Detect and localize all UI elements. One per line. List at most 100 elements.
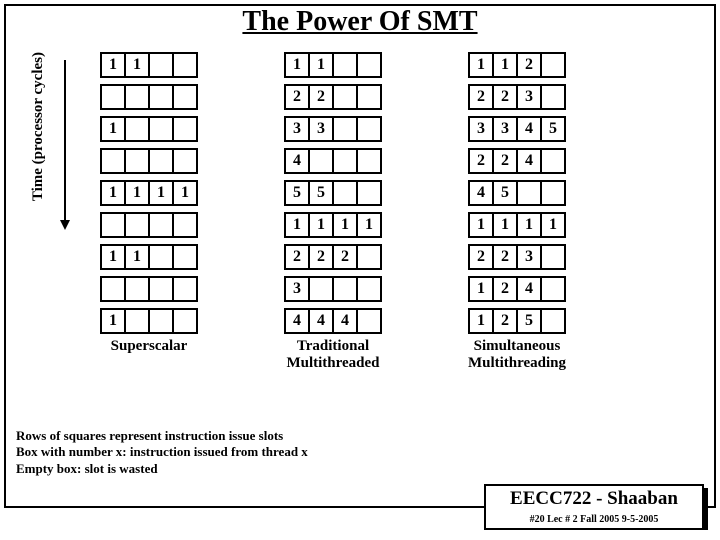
issue-slot-cell [172,52,198,78]
issue-slot-cell: 1 [468,212,494,238]
issue-slot-cell [308,276,334,302]
issue-slot-cell: 1 [100,244,126,270]
issue-slot-cell: 2 [284,84,310,110]
issue-slot-cell [124,84,150,110]
issue-slot-cell: 1 [516,212,542,238]
issue-slot-cell: 1 [356,212,382,238]
issue-slot-cell [124,276,150,302]
issue-slot-cell [540,52,566,78]
issue-slot-cell: 1 [492,52,518,78]
issue-slot-cell [540,308,566,334]
table-row: 4 [284,148,412,174]
issue-slot-cell: 5 [540,116,566,142]
issue-slot-cell: 1 [308,212,334,238]
issue-slot-cell [356,276,382,302]
note-line: Empty box: slot is wasted [16,461,308,477]
table-row: 22 [284,84,412,110]
issue-slot-cell: 4 [468,180,494,206]
issue-slot-cell: 1 [468,276,494,302]
table-row: 112 [468,52,596,78]
issue-slot-cell: 2 [492,84,518,110]
grid-column: 1122233345224451111223124125Simultaneous… [468,52,596,372]
issue-slot-cell [148,276,174,302]
issue-slot-cell [332,180,358,206]
table-row: 11 [100,52,228,78]
issue-slot-grid: 11223345511112223444 [284,52,412,334]
table-row [100,84,228,110]
issue-slot-cell: 4 [284,308,310,334]
issue-slot-grid: 1122233345224451111223124125 [468,52,596,334]
issue-slot-cell: 1 [172,180,198,206]
issue-slot-cell: 5 [308,180,334,206]
note-line: Box with number x: instruction issued fr… [16,444,308,460]
issue-slot-cell [124,308,150,334]
issue-slot-cell [356,148,382,174]
note-line: Rows of squares represent instruction is… [16,428,308,444]
issue-slot-cell [308,148,334,174]
issue-slot-cell [100,212,126,238]
issue-slot-cell: 4 [516,276,542,302]
issue-slot-cell [124,116,150,142]
table-row [100,276,228,302]
issue-slot-cell [356,180,382,206]
y-axis-arrow [60,220,70,230]
issue-slot-cell [516,180,542,206]
issue-slot-cell [172,308,198,334]
issue-slot-cell [356,84,382,110]
issue-slot-cell [540,148,566,174]
issue-slot-cell [540,84,566,110]
issue-slot-cell: 1 [468,52,494,78]
issue-slot-cell: 4 [284,148,310,174]
issue-slot-cell: 5 [284,180,310,206]
issue-slot-cell [172,148,198,174]
issue-slot-cell: 2 [492,244,518,270]
issue-slot-cell [148,244,174,270]
issue-slot-cell: 2 [516,52,542,78]
y-axis-line [64,60,66,222]
issue-slot-cell: 3 [516,244,542,270]
issue-slot-cell [148,52,174,78]
issue-slot-cell [148,116,174,142]
table-row: 3 [284,276,412,302]
issue-slot-cell: 1 [124,244,150,270]
table-row: 11 [284,52,412,78]
table-row: 1 [100,308,228,334]
table-row [100,212,228,238]
issue-slot-cell [148,308,174,334]
issue-slot-cell [540,244,566,270]
table-row: 55 [284,180,412,206]
issue-slot-cell: 3 [284,116,310,142]
issue-slot-cell [356,308,382,334]
table-row: 1 [100,116,228,142]
issue-slot-cell [124,212,150,238]
issue-slot-cell [148,84,174,110]
issue-slot-cell [332,276,358,302]
issue-slot-cell: 2 [492,308,518,334]
issue-slot-cell: 1 [492,212,518,238]
issue-slot-cell: 1 [540,212,566,238]
issue-slot-cell [100,276,126,302]
issue-slot-cell: 3 [516,84,542,110]
issue-slot-cell: 2 [492,276,518,302]
issue-slot-cell: 2 [468,244,494,270]
table-row: 1111 [468,212,596,238]
issue-slot-cell [540,276,566,302]
issue-slot-cell: 2 [308,244,334,270]
issue-slot-cell: 3 [492,116,518,142]
table-row: 33 [284,116,412,142]
table-row: 444 [284,308,412,334]
table-row: 125 [468,308,596,334]
issue-slot-cell: 1 [100,308,126,334]
issue-slot-cell: 3 [308,116,334,142]
issue-slot-cell: 2 [492,148,518,174]
issue-slot-cell [332,84,358,110]
issue-slot-cell: 1 [148,180,174,206]
table-row: 223 [468,84,596,110]
issue-slot-cell: 2 [468,84,494,110]
issue-slot-grid: 1111111111 [100,52,228,334]
table-row: 45 [468,180,596,206]
issue-slot-cell [332,148,358,174]
issue-slot-cell: 4 [516,116,542,142]
table-row: 3345 [468,116,596,142]
issue-slot-cell: 3 [468,116,494,142]
